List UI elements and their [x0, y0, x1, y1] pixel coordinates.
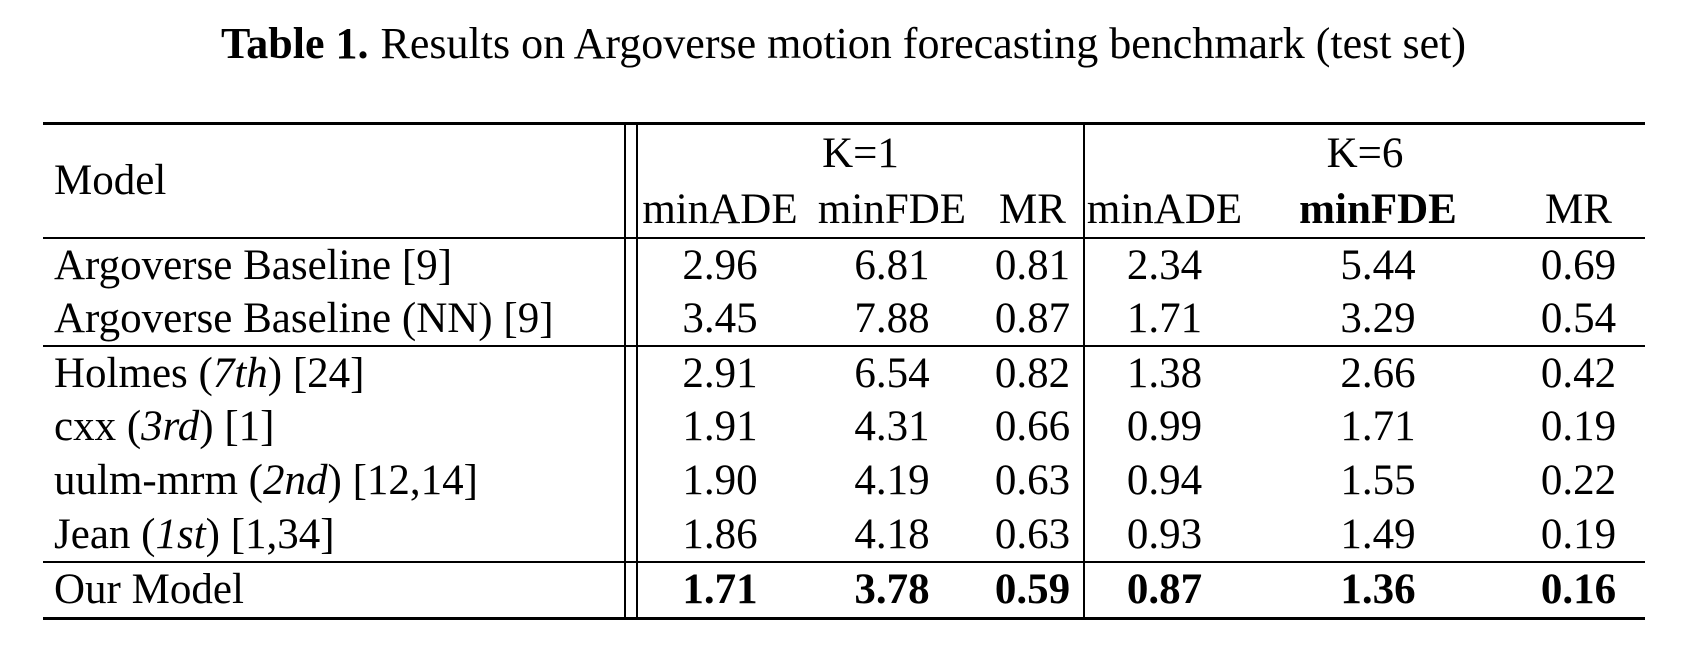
model-cell: Jean (1st) [1,34] [43, 507, 625, 563]
value-cell: 0.94 [1083, 453, 1245, 508]
header-k6-mr: MR [1512, 181, 1646, 239]
header-k6-minade: minADE [1083, 181, 1245, 239]
model-rank: 7th [212, 349, 268, 397]
value-cell: 4.18 [802, 507, 982, 563]
model-cell: cxx (3rd) [1] [43, 400, 625, 454]
model-ref: ) [24] [267, 349, 365, 397]
value-cell: 0.54 [1512, 291, 1646, 347]
value-cell: 6.54 [854, 349, 930, 397]
value-cell: 0.66 [994, 403, 1071, 450]
value-cell: 2.91 [682, 349, 758, 397]
header-group-k1: K=1 [822, 129, 899, 177]
value-cell: 1.49 [1244, 507, 1513, 563]
model-name: Our Model [54, 566, 244, 614]
value-cell: 0.19 [1540, 403, 1617, 450]
model-cell: Argoverse Baseline [9] [43, 238, 625, 292]
model-cell: Our Model [43, 562, 625, 619]
table-row: cxx (3rd) [1] 1.91 4.31 0.66 0.99 1.71 0… [43, 399, 1645, 454]
table-row: Argoverse Baseline (NN) [9] 3.45 7.88 0.… [43, 291, 1646, 347]
model-ref: ) [12,14] [327, 457, 478, 504]
value-cell: 4.31 [854, 403, 930, 450]
value-cell: 2.66 [1340, 349, 1416, 397]
model-ref: ) [1,34] [205, 510, 335, 558]
value-cell: 0.81 [994, 241, 1071, 289]
header-k1-minfde: minFDE [802, 181, 982, 239]
model-cell: Holmes (7th) [24] [43, 346, 625, 400]
value-cell: 1.71 [682, 566, 758, 614]
value-cell: 2.96 [682, 241, 758, 289]
value-cell: 4.19 [854, 457, 930, 504]
double-rule-spacer [624, 561, 638, 619]
double-rule-spacer [624, 399, 638, 454]
model-rank: 2nd [263, 457, 328, 504]
value-cell: 3.29 [1244, 291, 1513, 347]
double-rule-spacer [624, 507, 638, 563]
header-metric-row: minADE minFDE MR minADE minFDE MR [43, 181, 1646, 239]
double-rule-spacer [624, 291, 638, 347]
value-cell: 1.90 [682, 457, 758, 504]
table-row: Jean (1st) [1,34] 1.86 4.18 0.63 0.93 1.… [43, 507, 1646, 563]
value-cell: 1.36 [1340, 566, 1416, 614]
model-name: cxx ( [54, 403, 142, 450]
value-cell: 6.81 [854, 241, 930, 289]
value-cell: 3.78 [854, 566, 930, 614]
table-row: uulm-mrm (2nd) [12,14] 1.90 4.19 0.63 0.… [43, 453, 1645, 508]
value-cell: 0.22 [1540, 457, 1617, 504]
value-cell: 0.99 [1083, 399, 1245, 454]
value-cell: 0.16 [1540, 566, 1617, 614]
value-cell: 3.45 [637, 291, 802, 347]
value-cell: 1.91 [682, 403, 758, 450]
model-cell: Argoverse Baseline (NN) [9] [43, 291, 625, 347]
results-table: Model K=1 K=6 minADE minFDE MR minADE mi… [43, 122, 1646, 620]
value-cell: 0.87 [1083, 561, 1245, 619]
value-cell: 5.44 [1340, 241, 1416, 289]
value-cell: 1.55 [1340, 457, 1416, 504]
value-cell: 1.86 [637, 507, 802, 563]
value-cell: 0.63 [994, 457, 1071, 504]
value-cell: 2.34 [1083, 237, 1245, 292]
table-caption-text: Results on Argoverse motion forecasting … [380, 19, 1467, 68]
header-group-row: Model K=1 K=6 [43, 123, 1646, 239]
model-ref: ) [1] [199, 403, 275, 450]
model-name: Holmes ( [54, 349, 213, 397]
header-group-k6: K=6 [1083, 123, 1646, 182]
double-rule-spacer [624, 237, 638, 292]
table-caption: Table 1. Results on Argoverse motion fore… [0, 16, 1687, 72]
value-cell: 0.59 [994, 566, 1071, 614]
table-row: Argoverse Baseline [9] 2.96 6.81 0.81 2.… [43, 237, 1645, 292]
value-cell: 0.63 [982, 507, 1085, 563]
model-name: uulm-mrm ( [54, 457, 263, 504]
value-cell: 0.42 [1540, 349, 1617, 397]
value-cell: 0.82 [994, 349, 1071, 397]
value-cell: 1.71 [1083, 291, 1245, 347]
value-cell: 7.88 [802, 291, 982, 347]
value-cell: 0.87 [982, 291, 1085, 347]
model-name: Argoverse Baseline [9] [54, 241, 453, 289]
header-k1-minade: minADE [637, 181, 802, 239]
table-row-our-model: Our Model 1.71 3.78 0.59 0.87 1.36 0.16 [43, 561, 1645, 619]
model-rank: 1st [155, 510, 206, 558]
value-cell: 1.38 [1083, 345, 1245, 400]
model-name: Argoverse Baseline (NN) [9] [54, 294, 554, 342]
model-cell: uulm-mrm (2nd) [12,14] [43, 454, 625, 508]
header-model: Model [43, 123, 625, 239]
value-cell: 0.93 [1083, 507, 1245, 563]
value-cell: 0.69 [1540, 241, 1617, 289]
double-rule-spacer [624, 453, 638, 508]
double-rule-spacer [624, 345, 638, 400]
value-cell: 1.71 [1340, 403, 1416, 450]
value-cell: 0.19 [1512, 507, 1646, 563]
header-k1-mr: MR [982, 181, 1085, 239]
double-rule-spacer [624, 123, 638, 239]
table-row: Holmes (7th) [24] 2.91 6.54 0.82 1.38 2.… [43, 345, 1645, 400]
table-caption-label: Table 1. [220, 19, 369, 68]
header-k6-minfde: minFDE [1244, 181, 1513, 239]
model-rank: 3rd [141, 403, 200, 450]
model-name: Jean ( [54, 510, 156, 558]
